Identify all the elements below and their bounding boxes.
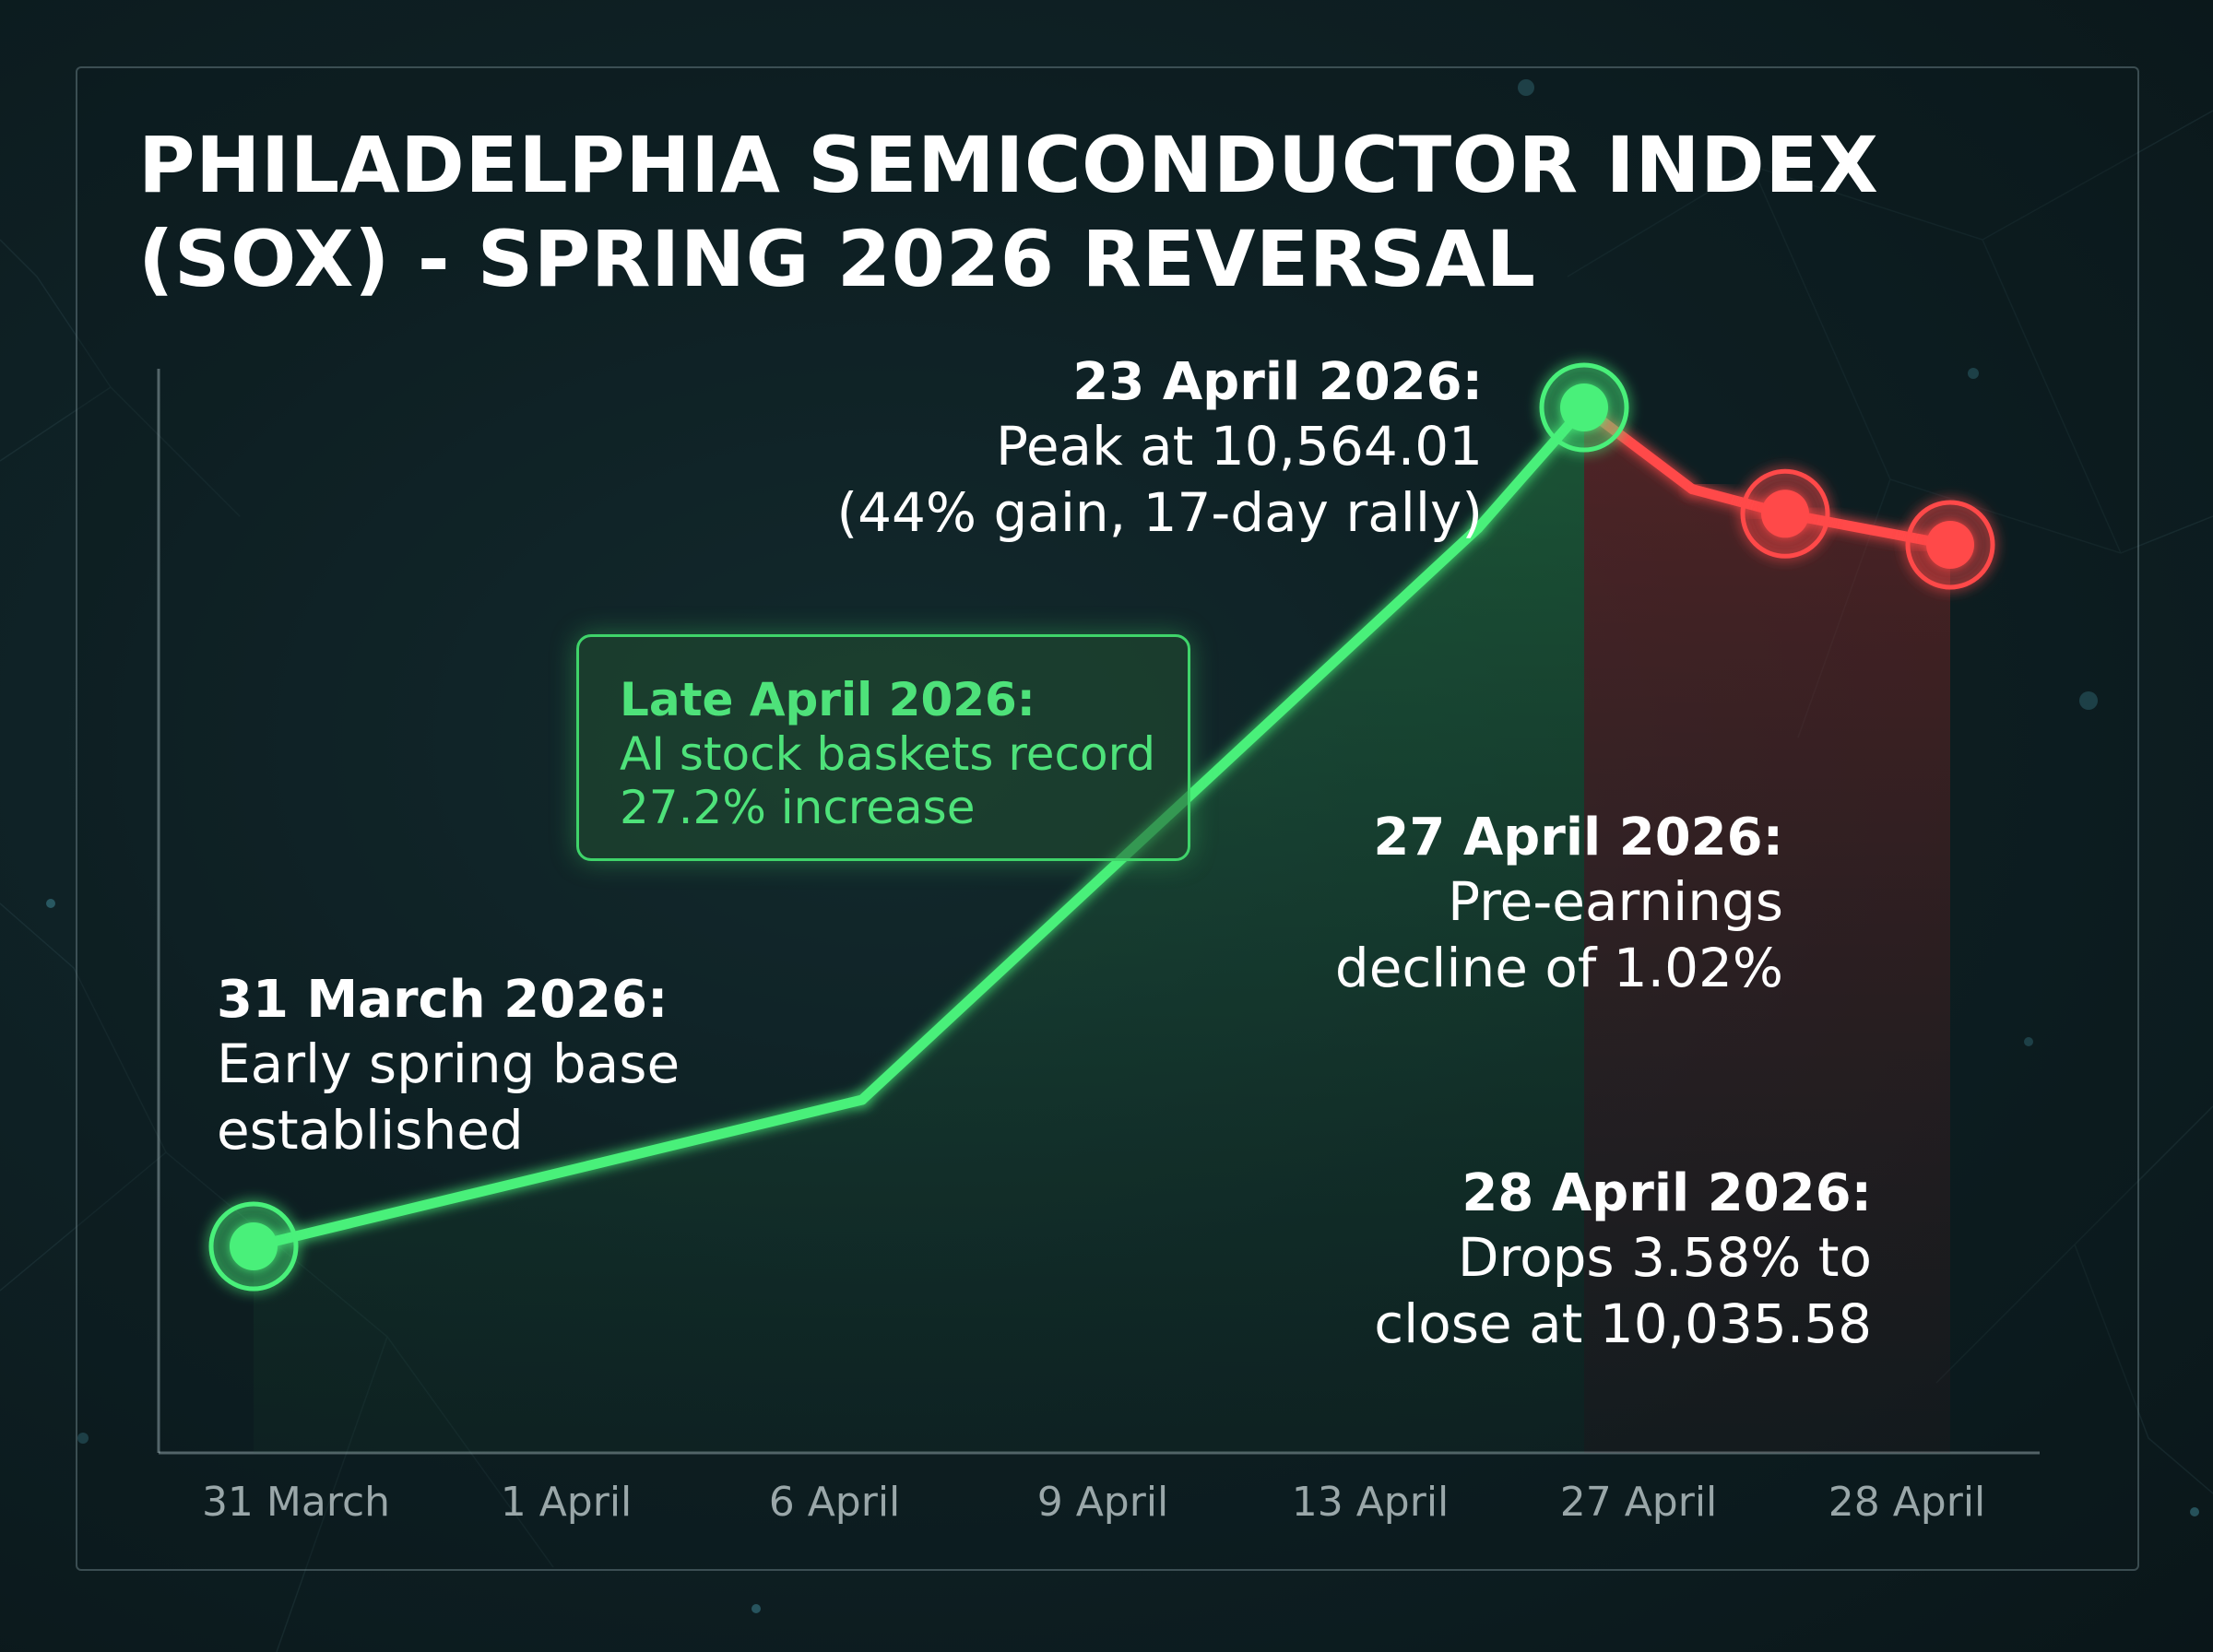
line-segment — [248, 1094, 868, 1252]
annotation-text: Peak at 10,564.01 (44% gain, 17-day rall… — [836, 415, 1483, 544]
annotation-heading: 31 March 2026: — [217, 970, 669, 1030]
decline-area — [1584, 407, 1950, 1453]
annotation-apr28: 28 April 2026: Drops 3.58% to close at 1… — [1374, 1163, 1872, 1357]
callout-ai-baskets: Late April 2026: AI stock baskets record… — [576, 634, 1190, 861]
x-tick-label: 27 April — [1559, 1479, 1718, 1526]
rise-area — [254, 407, 1584, 1453]
data-point-marker — [1905, 500, 1995, 590]
annotation-apr27: 27 April 2026: Pre-earnings decline of 1… — [1335, 808, 1783, 1001]
x-tick-label: 6 April — [768, 1479, 901, 1526]
annotation-heading: 28 April 2026: — [1462, 1163, 1872, 1223]
x-tick-label: 13 April — [1291, 1479, 1450, 1526]
data-point-marker — [208, 1201, 299, 1292]
callout-text: AI stock baskets record 27.2% increase — [620, 727, 1156, 834]
data-point-marker — [1539, 362, 1629, 453]
annotation-march31: 31 March 2026: Early spring base establi… — [217, 970, 680, 1163]
annotation-heading: 23 April 2026: — [1072, 352, 1483, 412]
x-tick-label: 1 April — [500, 1479, 633, 1526]
x-tick-label: 31 March — [201, 1479, 391, 1526]
annotation-text: Pre-earnings decline of 1.02% — [1334, 870, 1783, 999]
annotation-text: Early spring base established — [217, 1032, 680, 1162]
callout-heading: Late April 2026: — [620, 673, 1035, 726]
page-title: PHILADELPHIA SEMICONDUCTOR INDEX (SOX) -… — [138, 120, 1879, 304]
annotation-apr23: 23 April 2026: Peak at 10,564.01 (44% ga… — [836, 352, 1483, 546]
annotation-text: Drops 3.58% to close at 10,035.58 — [1374, 1226, 1872, 1355]
x-tick-label: 28 April — [1828, 1479, 1986, 1526]
data-point-marker — [1740, 468, 1830, 559]
x-tick-label: 9 April — [1036, 1479, 1169, 1526]
annotation-heading: 27 April 2026: — [1373, 808, 1783, 867]
